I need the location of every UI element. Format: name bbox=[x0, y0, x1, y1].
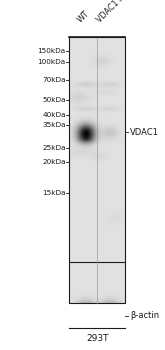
Bar bbox=[69, 37, 125, 303]
Text: 70kDa: 70kDa bbox=[42, 77, 66, 83]
Text: 20kDa: 20kDa bbox=[42, 159, 66, 165]
Text: WT: WT bbox=[75, 9, 91, 25]
Text: 35kDa: 35kDa bbox=[42, 121, 66, 128]
Text: VDAC1: VDAC1 bbox=[130, 128, 159, 137]
Text: 25kDa: 25kDa bbox=[42, 145, 66, 151]
Text: 293T: 293T bbox=[86, 334, 109, 343]
Text: 150kDa: 150kDa bbox=[38, 48, 66, 54]
Text: 50kDa: 50kDa bbox=[42, 97, 66, 103]
Text: β-actin: β-actin bbox=[130, 311, 160, 320]
Text: VDAC1 KD: VDAC1 KD bbox=[95, 0, 131, 25]
Text: 100kDa: 100kDa bbox=[38, 59, 66, 65]
Text: 40kDa: 40kDa bbox=[42, 112, 66, 118]
Text: 15kDa: 15kDa bbox=[42, 190, 66, 196]
